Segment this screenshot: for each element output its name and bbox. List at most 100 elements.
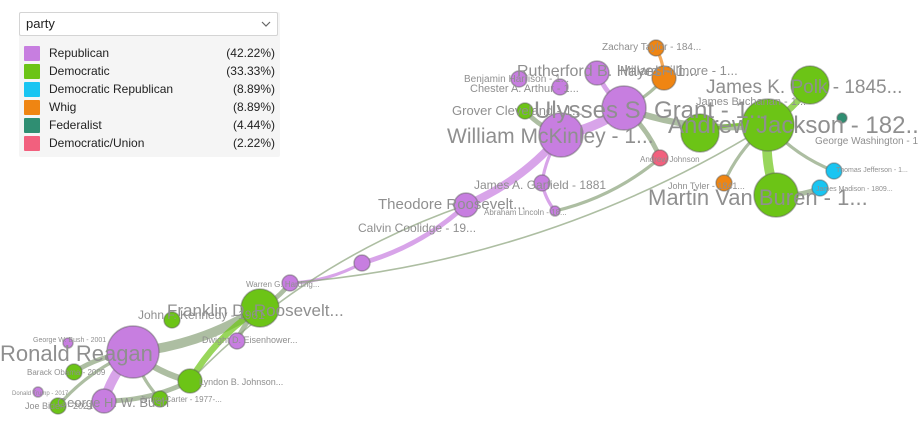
node-label: James A. Garfield - 1881 xyxy=(474,178,606,192)
legend-label: Democratic Republican xyxy=(49,82,174,96)
graph-node-coolidge[interactable] xyxy=(353,254,371,272)
node-label: Zachary Taylor - 184... xyxy=(602,42,701,53)
graph-edge xyxy=(553,156,662,213)
graph-node-washington[interactable] xyxy=(836,112,848,124)
node-label: Dwight D. Eisenhower... xyxy=(202,335,298,345)
graph-node-reagan[interactable] xyxy=(106,325,160,379)
legend-percentage: (8.89%) xyxy=(232,82,275,96)
legend-percentage: (33.33%) xyxy=(226,64,275,78)
graph-node-lincoln[interactable] xyxy=(549,205,561,217)
graph-node-garfield[interactable] xyxy=(533,174,551,192)
node-label: Barack Obama - 2009 xyxy=(27,368,106,377)
legend-item[interactable]: Federalist (4.44%) xyxy=(22,117,277,135)
legend-item[interactable]: Democratic (33.33%) xyxy=(22,63,277,81)
legend-label: Federalist xyxy=(49,118,102,132)
legend-label: Democratic/Union xyxy=(49,136,145,150)
node-label: Ulysses S. Grant - 1... xyxy=(534,97,769,124)
graph-node-hayes[interactable] xyxy=(584,60,610,86)
graph-node-madison[interactable] xyxy=(811,179,829,197)
node-label: Donald Trump - 2017 xyxy=(12,391,69,397)
node-label: Calvin Coolidge - 19... xyxy=(358,221,476,235)
node-label: Rutherford B. Hayes - 1... xyxy=(517,63,698,80)
graph-node-troosevelt[interactable] xyxy=(453,192,479,218)
graph-node-hwbush[interactable] xyxy=(91,388,117,414)
graph-node-mckinley[interactable] xyxy=(538,112,584,158)
legend-percentage: (42.22%) xyxy=(226,46,275,60)
node-label: Grover Cleveland - 1... xyxy=(452,103,583,118)
node-label: George W. Bush - 2001 xyxy=(33,337,106,344)
node-label: Andrew Jackson - 182... xyxy=(668,112,918,139)
node-label: Abraham Lincoln - 18... xyxy=(484,208,567,217)
legend-percentage: (2.22%) xyxy=(232,136,275,150)
node-label: Lyndon B. Johnson... xyxy=(199,377,283,387)
graph-node-bharrison[interactable] xyxy=(510,70,528,88)
legend-label: Whig xyxy=(49,100,77,114)
node-label: James K. Polk - 1845... xyxy=(706,77,902,98)
node-label: Jimmy Carter - 1977-... xyxy=(140,395,222,404)
node-label: John F. Kennedy - 1961 xyxy=(138,308,265,322)
legend-percentage: (8.89%) xyxy=(232,100,275,114)
node-label: James Buchanan - 1... xyxy=(696,96,806,108)
legend-swatch xyxy=(24,118,40,133)
graph-node-carter[interactable] xyxy=(151,390,169,408)
legend-item[interactable]: Democratic Republican (8.89%) xyxy=(22,81,277,99)
graph-edge xyxy=(189,204,467,382)
graph-node-arthur[interactable] xyxy=(551,78,569,96)
graph-node-vanburen[interactable] xyxy=(753,172,799,218)
graph-edge xyxy=(289,124,769,284)
node-label: Ronald Reagan xyxy=(0,341,153,366)
graph-node-jfk[interactable] xyxy=(163,311,181,329)
legend-label: Democratic xyxy=(49,64,110,78)
node-label: Martin Van Buren - 1... xyxy=(648,185,868,210)
node-label: Joe Biden - 2021 xyxy=(25,401,93,411)
graph-node-taylor[interactable] xyxy=(647,39,665,57)
node-label: Andrew Johnson xyxy=(640,155,700,164)
graph-node-harding[interactable] xyxy=(281,274,299,292)
node-label: Warren G. Harding... xyxy=(246,280,320,289)
graph-node-gwbush[interactable] xyxy=(62,337,74,349)
graph-node-tyler[interactable] xyxy=(715,174,733,192)
attribute-selector-value: party xyxy=(26,16,55,31)
graph-node-polk[interactable] xyxy=(790,65,830,105)
node-label: Benjamin Harrison - 1... xyxy=(464,74,569,85)
node-label: Franklin D. Roosevelt... xyxy=(167,301,344,320)
legend-percentage: (4.44%) xyxy=(232,118,275,132)
graph-node-ajohnson[interactable] xyxy=(651,149,669,167)
graph-node-cleveland[interactable] xyxy=(516,102,534,120)
node-label: Chester A. Arthur - 1... xyxy=(470,83,579,95)
legend-swatch xyxy=(24,136,40,151)
legend-swatch xyxy=(24,82,40,97)
legend-panel: party Republican (42.22%) Democratic (33.33… xyxy=(19,12,280,157)
legend-swatch xyxy=(24,46,40,61)
graph-node-jefferson[interactable] xyxy=(825,162,843,180)
graph-node-lbj[interactable] xyxy=(177,368,203,394)
node-label: Thomas Jefferson - 1... xyxy=(836,167,908,174)
chevron-down-icon[interactable] xyxy=(261,20,271,28)
node-label: Theodore Roosevelt... xyxy=(378,196,526,213)
graph-node-buchanan[interactable] xyxy=(680,113,720,153)
graph-node-eisenhower[interactable] xyxy=(228,332,246,350)
graph-node-biden[interactable] xyxy=(49,397,67,415)
legend-item[interactable]: Democratic/Union (2.22%) xyxy=(22,135,277,153)
node-label: Millard Fillmore - 1... xyxy=(620,63,738,78)
node-label: James Madison - 1809... xyxy=(816,186,893,193)
graph-node-grant[interactable] xyxy=(601,85,647,131)
node-label: George Washington - 1... xyxy=(815,136,918,147)
node-label: John Tyler - 1841... xyxy=(668,181,745,191)
graph-node-fillmore[interactable] xyxy=(651,65,677,91)
graph-node-trump[interactable] xyxy=(32,386,44,398)
node-label: William McKinley - 1... xyxy=(447,125,654,148)
labels-layer: Ronald Reagan George H. W. Bush Franklin D… xyxy=(0,42,918,411)
legend-swatch xyxy=(24,64,40,79)
legend-swatch xyxy=(24,100,40,115)
attribute-selector[interactable]: party xyxy=(19,12,278,36)
legend-item[interactable]: Whig (8.89%) xyxy=(22,99,277,117)
node-label: George H. W. Bush xyxy=(57,395,169,410)
graph-node-obama[interactable] xyxy=(65,363,83,381)
graph-node-jackson[interactable] xyxy=(741,98,795,152)
legend-item[interactable]: Republican (42.22%) xyxy=(22,45,277,63)
graph-node-fdr[interactable] xyxy=(240,288,280,328)
legend-list: Republican (42.22%) Democratic (33.33%) Demo… xyxy=(22,45,277,153)
graph-edge xyxy=(359,202,469,266)
